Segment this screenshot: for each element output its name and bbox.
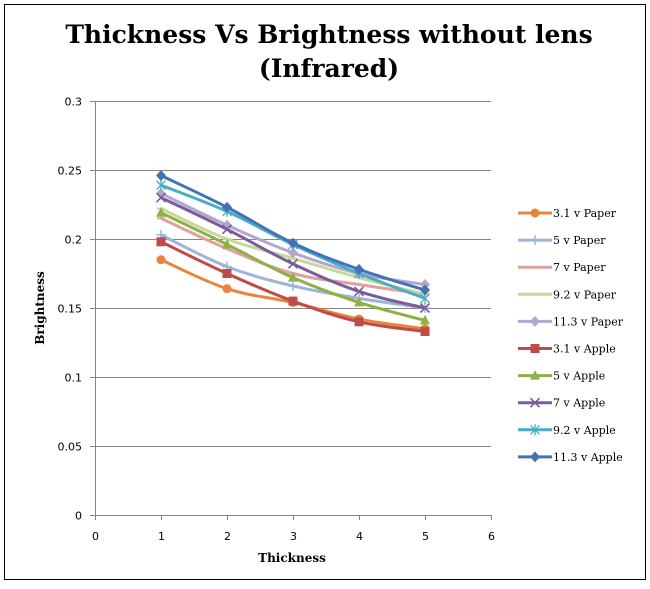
series-lines: [155, 170, 431, 336]
legend-label: 11.3 v Apple: [553, 451, 623, 464]
legend-entry: 7 v Apple: [518, 397, 605, 410]
data-point: [288, 247, 298, 259]
data-point: [156, 170, 166, 182]
legend-marker: [530, 451, 540, 463]
data-point: [221, 224, 233, 235]
legend-label: 9.2 v Apple: [553, 424, 616, 437]
data-point: [156, 179, 166, 191]
x-tick-label: 1: [158, 530, 165, 543]
legend-marker: [529, 397, 541, 408]
legend-label: 7 v Paper: [553, 261, 606, 274]
legend-entry: 5 v Paper: [518, 234, 606, 247]
data-point: [156, 207, 166, 217]
y-tick-label: 0.25: [58, 165, 83, 178]
data-point: [420, 284, 430, 296]
data-point: [222, 239, 232, 249]
legend-marker: [530, 235, 540, 246]
legend-label: 9.2 v Paper: [553, 288, 617, 301]
data-point: [420, 314, 430, 325]
legend-entry: 7 v Paper: [518, 261, 606, 274]
series-5-v-apple: [156, 207, 430, 325]
y-tick-label: 0.05: [58, 441, 83, 454]
legend-marker: [530, 208, 540, 218]
data-point: [222, 269, 232, 278]
x-tick-label: 4: [356, 530, 363, 543]
legend-label: 3.1 v Apple: [553, 343, 616, 356]
legend-label: 5 v Apple: [553, 370, 605, 383]
x-tick-label: 5: [422, 530, 429, 543]
legend-entry: 11.3 v Paper: [518, 315, 624, 328]
legend-marker: [530, 315, 540, 327]
data-point: [156, 237, 166, 247]
data-point: [354, 317, 364, 327]
legend-entry: 5 v Apple: [518, 370, 605, 383]
chart-title-line-1: Thickness Vs Brightness without lens: [65, 20, 592, 49]
series-7-v-apple: [155, 192, 431, 314]
data-point: [156, 255, 166, 265]
y-tick-label: 0.1: [65, 372, 83, 385]
x-tick-label: 2: [224, 530, 231, 543]
data-point: [420, 279, 430, 291]
data-point: [419, 302, 431, 314]
legend-label: 3.1 v Paper: [553, 207, 617, 220]
y-tick-labels: 0 0.05 0.1 0.15 0.2 0.25 0.3: [58, 96, 83, 523]
legend-label: 5 v Paper: [553, 234, 606, 247]
legend-entry: 3.1 v Paper: [518, 207, 617, 220]
legend-marker: [530, 424, 540, 436]
legend-entry: 11.3 v Apple: [518, 451, 623, 464]
series-11-3-v-apple: [156, 170, 430, 296]
data-point: [155, 192, 167, 203]
data-point: [222, 201, 232, 213]
x-axis-title: Thickness: [258, 551, 326, 565]
data-point: [288, 237, 298, 249]
axes: [90, 101, 492, 520]
x-tick-label: 3: [290, 530, 297, 543]
data-point: [420, 326, 430, 336]
data-point: [354, 296, 364, 307]
x-tick-label: 6: [488, 530, 495, 543]
x-tick-labels: 0 1 2 3 4 5 6: [92, 530, 495, 543]
x-tick-label: 0: [92, 530, 99, 543]
chart-frame: [4, 4, 646, 580]
y-tick-label: 0.2: [65, 234, 83, 247]
y-tick-label: 0.3: [65, 96, 83, 109]
legend-entry: 9.2 v Apple: [518, 424, 616, 437]
legend-label: 7 v Apple: [553, 397, 605, 410]
data-point: [288, 296, 298, 306]
data-point: [287, 258, 299, 269]
data-point: [288, 272, 298, 282]
data-point: [288, 280, 298, 291]
legend-entry: 3.1 v Apple: [518, 343, 616, 356]
y-tick-label: 0: [75, 510, 82, 523]
legend-marker: [530, 370, 540, 380]
y-axis-title: Brightness: [33, 271, 47, 345]
data-point: [353, 286, 365, 297]
legend: 3.1 v Paper 5 v Paper 7 v Paper 9.2 v Paper…: [518, 207, 624, 464]
legend-entry: 9.2 v Paper: [518, 288, 617, 301]
legend-label: 11.3 v Paper: [553, 315, 624, 328]
chart-title-line-2: (Infrared): [259, 54, 399, 83]
legend-marker: [530, 344, 540, 353]
y-tick-label: 0.15: [58, 303, 83, 316]
data-point: [222, 284, 232, 294]
data-point: [354, 263, 364, 275]
series-3-1-v-apple: [156, 237, 430, 336]
